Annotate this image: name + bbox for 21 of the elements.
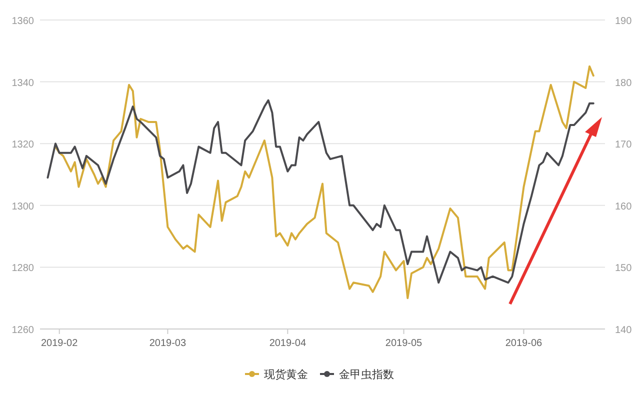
y2-tick-label: 180 — [615, 78, 632, 89]
legend-label: 金甲虫指数 — [339, 368, 394, 381]
y-tick-label: 1320 — [12, 140, 34, 151]
x-tick-label: 2019-04 — [269, 338, 306, 349]
legend-label: 现货黄金 — [264, 368, 308, 381]
y2-tick-label: 160 — [615, 201, 632, 212]
y-tick-label: 1300 — [12, 201, 34, 212]
y2-tick-label: 150 — [615, 263, 632, 274]
y-tick-label: 1280 — [12, 263, 34, 274]
x-tick-label: 2019-06 — [505, 338, 543, 349]
y2-tick-label: 190 — [615, 16, 632, 27]
line-series — [54, 65, 594, 300]
y-tick-label: 1340 — [12, 78, 34, 89]
y2-tick-label: 170 — [615, 140, 632, 151]
x-tick-label: 2019-05 — [385, 338, 423, 349]
y-tick-label: 1360 — [12, 16, 34, 27]
x-tick-label: 2019-02 — [41, 338, 78, 349]
x-tick-label: 2019-03 — [149, 338, 186, 349]
y-tick-label: 1260 — [12, 325, 34, 336]
line-series — [46, 99, 594, 284]
y2-tick-label: 140 — [615, 325, 632, 336]
